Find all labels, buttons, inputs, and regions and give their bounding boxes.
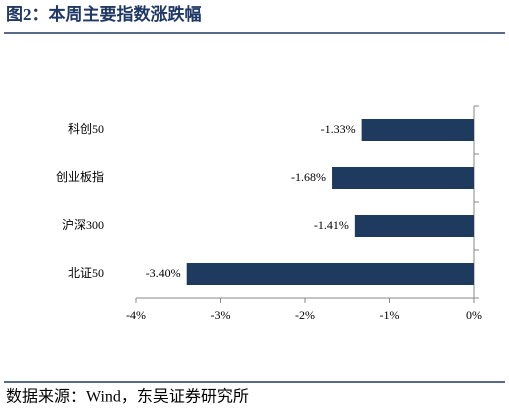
bar (186, 263, 474, 285)
x-tick-label: -3% (211, 308, 231, 322)
x-tick-label: -4% (126, 308, 146, 322)
value-label: -3.40% (146, 266, 181, 280)
bar (332, 167, 474, 189)
y-tick-label: 科创50 (68, 122, 104, 136)
y-tick-label: 创业板指 (56, 169, 104, 184)
source-note: 数据来源：Wind，东吴证券研究所 (6, 388, 249, 406)
value-label: -1.41% (314, 218, 349, 232)
bar (361, 119, 474, 141)
x-tick-label: 0% (466, 308, 482, 322)
bar (354, 215, 474, 237)
x-tick-label: -1% (380, 308, 400, 322)
value-label: -1.68% (291, 170, 326, 184)
value-label: -1.33% (321, 122, 356, 136)
chart-title: 图2：本周主要指数涨跌幅 (6, 4, 202, 24)
y-tick-label: 沪深300 (62, 218, 104, 232)
x-tick-label: -2% (295, 308, 315, 322)
y-tick-label: 北证50 (68, 266, 104, 280)
